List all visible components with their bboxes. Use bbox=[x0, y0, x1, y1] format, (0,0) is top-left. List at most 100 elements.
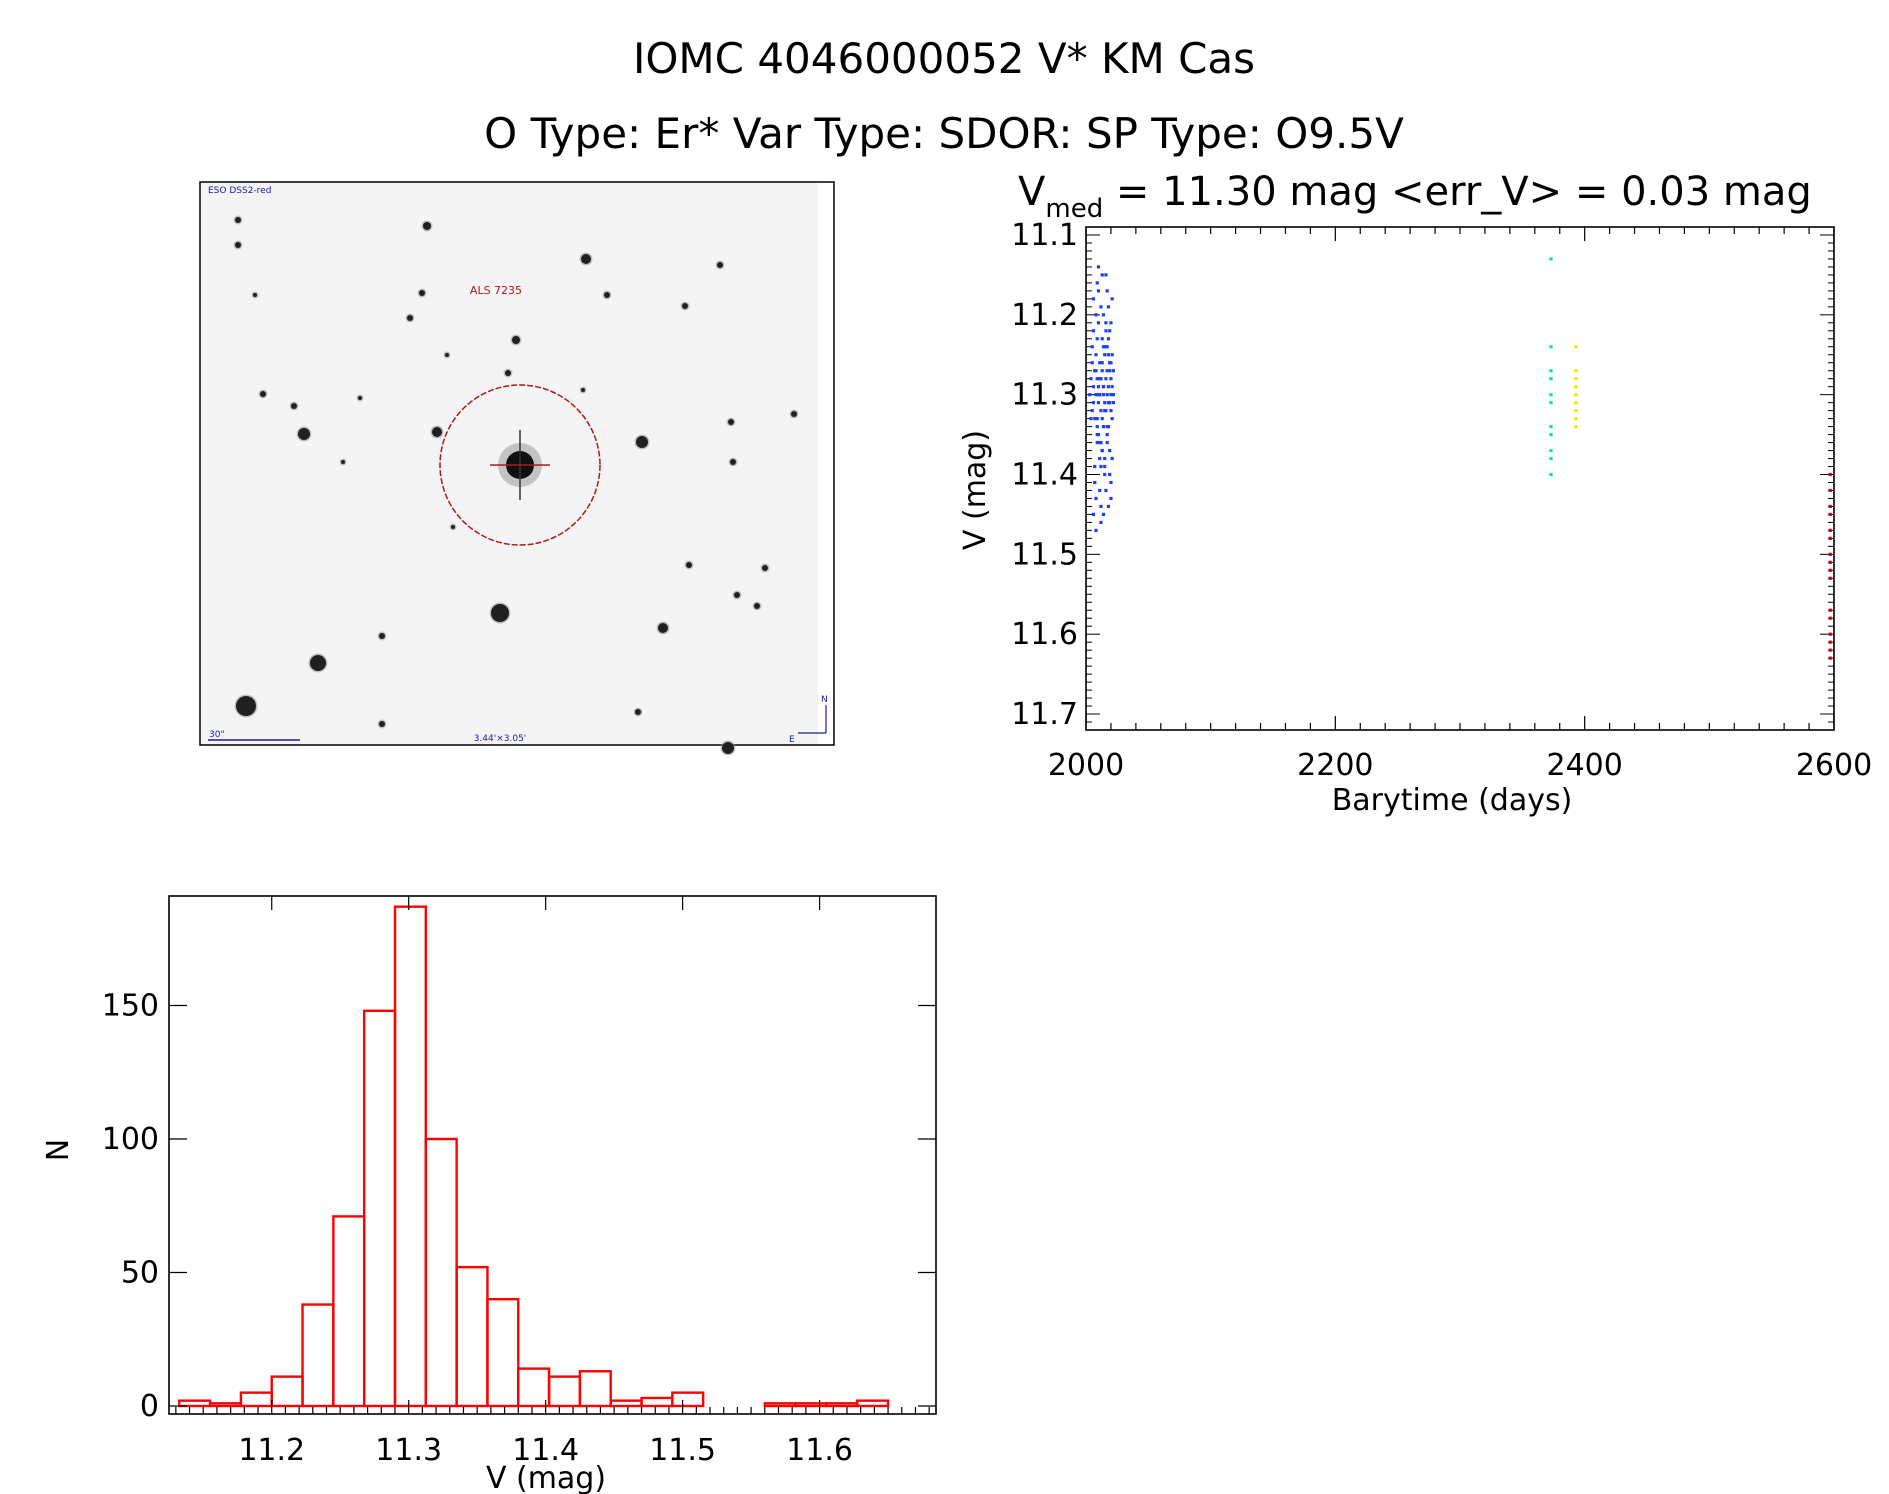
fov-label: 3.44'×3.05' bbox=[474, 734, 527, 744]
lc-point-blue bbox=[1094, 313, 1098, 317]
histogram-chart: N V (mag) 11.2 11.3 11.4 11.5 11.6 0 50 100 150 bbox=[41, 895, 937, 1494]
lc-point-blue bbox=[1101, 512, 1106, 517]
lc-point-blue bbox=[1099, 520, 1103, 525]
lc-point-yellow bbox=[1574, 345, 1578, 349]
star bbox=[734, 592, 740, 598]
star bbox=[419, 290, 425, 296]
star bbox=[686, 562, 692, 568]
lc-point-blue bbox=[1105, 369, 1109, 373]
lc-point-blue bbox=[1106, 353, 1111, 357]
lc-point-blue bbox=[1093, 417, 1097, 421]
lc-point-green bbox=[1549, 377, 1553, 381]
lc-plot-frame bbox=[1085, 226, 1835, 731]
lc-point-blue bbox=[1095, 281, 1099, 285]
lc-point-blue bbox=[1105, 289, 1109, 293]
lc-point-blue bbox=[1103, 464, 1107, 469]
star bbox=[762, 565, 768, 571]
lc-point-red bbox=[1828, 488, 1832, 493]
lc-point-blue bbox=[1099, 305, 1103, 309]
lc-point-blue bbox=[1091, 401, 1096, 405]
star bbox=[722, 742, 734, 754]
star bbox=[791, 411, 797, 417]
lc-point-red bbox=[1828, 656, 1832, 660]
lc-point-blue bbox=[1101, 313, 1106, 317]
lc-title-main: V bbox=[1018, 169, 1046, 215]
lc-y-tick-label: 11.7 bbox=[1011, 697, 1078, 732]
lc-point-green bbox=[1549, 425, 1553, 429]
hist-bar bbox=[856, 1399, 890, 1408]
lc-point-blue bbox=[1106, 504, 1111, 509]
hist-bar bbox=[547, 1375, 582, 1408]
lc-point-blue bbox=[1091, 385, 1096, 389]
lc-point-green bbox=[1549, 393, 1553, 397]
lc-point-blue bbox=[1100, 273, 1104, 277]
lc-point-blue bbox=[1098, 361, 1102, 365]
lc-point-blue bbox=[1111, 393, 1116, 397]
lc-point-blue bbox=[1089, 377, 1093, 381]
lc-point-blue bbox=[1095, 425, 1099, 429]
lc-point-blue bbox=[1090, 345, 1094, 349]
star bbox=[658, 623, 668, 633]
lc-y-tick-label: 11.6 bbox=[1011, 617, 1078, 652]
hist-y-tick-label: 150 bbox=[102, 988, 159, 1023]
lc-point-blue bbox=[1106, 305, 1111, 309]
lc-y-tick-label: 11.2 bbox=[1011, 298, 1078, 333]
lc-point-blue bbox=[1090, 361, 1094, 365]
lc-y-tick-label: 11.5 bbox=[1011, 537, 1078, 572]
scale-label: 30" bbox=[209, 730, 225, 740]
star bbox=[512, 336, 520, 344]
lc-point-blue bbox=[1094, 353, 1098, 357]
lc-y-tick-label: 11.4 bbox=[1011, 458, 1078, 493]
lc-point-blue bbox=[1090, 409, 1094, 413]
hist-bar bbox=[671, 1391, 705, 1408]
lc-point-blue bbox=[1108, 448, 1112, 453]
hist-bar bbox=[362, 1009, 397, 1408]
lc-point-green bbox=[1549, 448, 1553, 453]
hist-x-tick-label: 11.2 bbox=[238, 1433, 305, 1468]
compass-north-label: N bbox=[821, 695, 828, 705]
lc-point-blue bbox=[1101, 385, 1106, 389]
lc-point-blue bbox=[1103, 472, 1107, 477]
lc-ylabel: V (mag) bbox=[958, 430, 993, 550]
hist-bar bbox=[424, 1137, 458, 1408]
lc-point-blue bbox=[1100, 417, 1104, 421]
lc-point-green bbox=[1549, 456, 1553, 461]
lc-point-blue bbox=[1104, 329, 1108, 333]
star bbox=[298, 428, 310, 440]
star bbox=[291, 403, 297, 409]
target-label: ALS 7235 bbox=[470, 284, 522, 297]
lc-point-blue bbox=[1096, 265, 1101, 269]
finder-right-margin bbox=[818, 183, 833, 744]
star bbox=[717, 262, 723, 268]
star bbox=[358, 396, 362, 400]
hist-bar bbox=[763, 1402, 797, 1408]
lc-point-blue bbox=[1094, 393, 1098, 397]
lc-point-blue bbox=[1101, 393, 1106, 397]
lc-point-blue bbox=[1110, 456, 1114, 461]
star bbox=[235, 217, 241, 223]
hist-x-tick-label: 11.6 bbox=[786, 1433, 853, 1468]
lc-point-blue bbox=[1100, 337, 1104, 341]
star bbox=[253, 293, 257, 297]
lc-point-blue bbox=[1095, 337, 1099, 341]
lc-point-blue bbox=[1109, 496, 1113, 501]
lc-point-blue bbox=[1111, 401, 1116, 405]
hist-bar bbox=[178, 1399, 212, 1408]
lc-point-blue bbox=[1099, 504, 1103, 509]
finder-chart: ALS 7235 ESO DSS2-red 30" 3.44'×3.05' N … bbox=[199, 181, 835, 756]
lc-point-blue bbox=[1108, 369, 1112, 373]
hist-bar bbox=[393, 905, 428, 1408]
hist-bar bbox=[794, 1402, 828, 1408]
lc-point-blue bbox=[1088, 393, 1092, 397]
star bbox=[379, 721, 385, 727]
hist-bar bbox=[640, 1396, 674, 1408]
lc-point-blue bbox=[1106, 385, 1111, 389]
lc-point-yellow bbox=[1574, 385, 1578, 389]
lc-point-blue bbox=[1095, 417, 1099, 421]
star bbox=[432, 427, 442, 437]
star bbox=[581, 388, 585, 392]
lc-point-blue bbox=[1096, 385, 1101, 389]
lc-point-green bbox=[1549, 257, 1553, 261]
lc-title-rest: = 11.30 mag <err_V> = 0.03 mag bbox=[1103, 169, 1812, 215]
star bbox=[728, 419, 734, 425]
